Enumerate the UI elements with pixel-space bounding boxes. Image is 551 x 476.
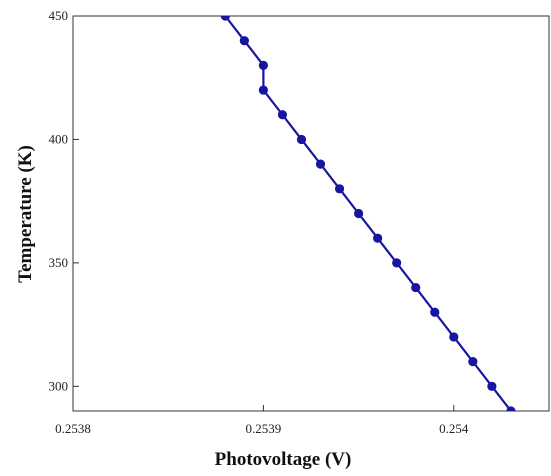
data-point [449, 332, 459, 342]
x-axis-ticks: 0.2538 0.2539 0.254 [55, 405, 469, 436]
series-layer [220, 16, 516, 411]
data-point [315, 159, 326, 169]
data-point [296, 134, 307, 145]
data-point [258, 85, 268, 95]
y-tick-label: 300 [49, 378, 69, 393]
data-point [258, 60, 268, 70]
data-point [411, 282, 421, 293]
data-point [430, 307, 440, 317]
data-point [354, 208, 364, 219]
data-point [392, 258, 402, 268]
y-axis-ticks: 300 350 400 450 [49, 8, 79, 393]
x-tick-label: 0.254 [439, 421, 469, 436]
data-point [334, 184, 345, 194]
y-tick-label: 450 [49, 8, 69, 23]
x-axis-title: Photovoltage (V) [215, 449, 352, 470]
x-tick-label: 0.2539 [246, 421, 282, 436]
data-point [373, 233, 383, 243]
y-tick-label: 350 [49, 255, 69, 270]
y-tick-label: 400 [49, 131, 69, 146]
data-point [487, 381, 497, 391]
data-point [239, 36, 249, 46]
data-point [468, 357, 478, 367]
data-point [506, 406, 516, 411]
data-point [220, 16, 230, 21]
y-axis-title: Temperature (K) [15, 145, 36, 283]
x-tick-label: 0.2538 [55, 421, 91, 436]
plot-area [72, 15, 550, 412]
data-point [277, 110, 288, 120]
